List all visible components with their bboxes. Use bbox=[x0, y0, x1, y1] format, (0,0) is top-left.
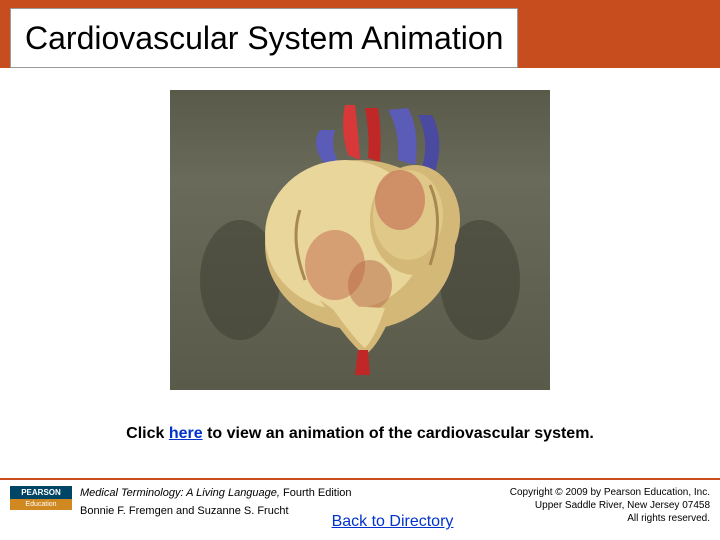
logo-top: PEARSON bbox=[10, 486, 72, 499]
back-to-directory-link[interactable]: Back to Directory bbox=[332, 513, 454, 530]
slide-title: Cardiovascular System Animation bbox=[25, 20, 503, 57]
copyright: Copyright © 2009 by Pearson Education, I… bbox=[510, 486, 710, 534]
heart-illustration bbox=[170, 90, 550, 390]
book-info: Medical Terminology: A Living Language, … bbox=[80, 486, 453, 521]
title-box: Cardiovascular System Animation bbox=[10, 8, 518, 68]
copyright-line1: Copyright © 2009 by Pearson Education, I… bbox=[510, 486, 710, 499]
book-edition: Fourth Edition bbox=[280, 487, 352, 499]
pearson-logo: PEARSON Education bbox=[10, 486, 72, 522]
logo-bot: Education bbox=[10, 499, 72, 510]
title-bar: Cardiovascular System Animation bbox=[0, 0, 720, 68]
copyright-line2: Upper Saddle River, New Jersey 07458 bbox=[510, 499, 710, 512]
book-title: Medical Terminology: A Living Language, bbox=[80, 487, 280, 499]
main-content: Click here to view an animation of the c… bbox=[0, 70, 720, 470]
instruction-suffix: to view an animation of the cardiovascul… bbox=[203, 425, 594, 442]
authors: Bonnie F. Fremgen and Suzanne S. Frucht bbox=[80, 505, 289, 517]
copyright-line3: All rights reserved. bbox=[510, 512, 710, 525]
here-link[interactable]: here bbox=[169, 425, 203, 442]
footer: PEARSON Education Medical Terminology: A… bbox=[0, 478, 720, 540]
footer-left: PEARSON Education Medical Terminology: A… bbox=[10, 486, 453, 534]
instruction-prefix: Click bbox=[126, 425, 169, 442]
instruction-text: Click here to view an animation of the c… bbox=[126, 425, 594, 443]
